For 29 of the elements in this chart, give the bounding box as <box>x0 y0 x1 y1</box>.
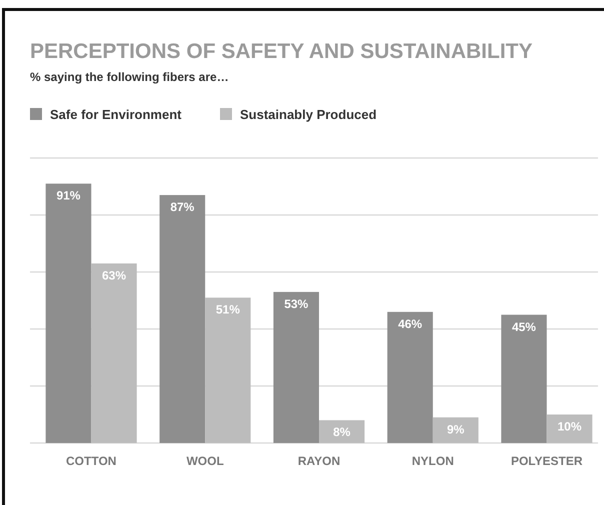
x-tick-label: NYLON <box>412 454 454 468</box>
data-label: 8% <box>333 425 351 440</box>
bar <box>91 263 137 443</box>
chart-subtitle: % saying the following fibers are… <box>30 70 229 84</box>
x-tick-label: COTTON <box>66 454 116 468</box>
data-label: 9% <box>446 422 465 436</box>
data-label: 10% <box>558 420 582 434</box>
bar <box>46 184 92 443</box>
x-tick-label: WOOL <box>186 454 224 468</box>
bar <box>501 314 547 443</box>
data-label: 51% <box>216 302 240 317</box>
bar <box>160 195 206 443</box>
bar <box>205 298 251 443</box>
bar <box>387 312 433 443</box>
bar <box>546 414 592 443</box>
x-tick-label: POLYESTER <box>510 454 583 468</box>
bar <box>319 420 365 443</box>
data-label: 63% <box>102 268 126 282</box>
chart-title: PERCEPTIONS OF SAFETY AND SUSTAINABILITY <box>30 40 532 63</box>
legend-label: Safe for Environment <box>50 107 182 122</box>
data-label: 53% <box>284 296 309 311</box>
bar <box>432 417 478 443</box>
bar <box>273 292 319 443</box>
legend-label: Sustainably Produced <box>240 107 377 122</box>
data-label: 45% <box>512 320 536 334</box>
x-tick-label: RAYON <box>298 454 340 468</box>
data-label: 91% <box>56 188 81 203</box>
data-label: 46% <box>398 316 422 331</box>
data-label: 87% <box>170 200 195 214</box>
